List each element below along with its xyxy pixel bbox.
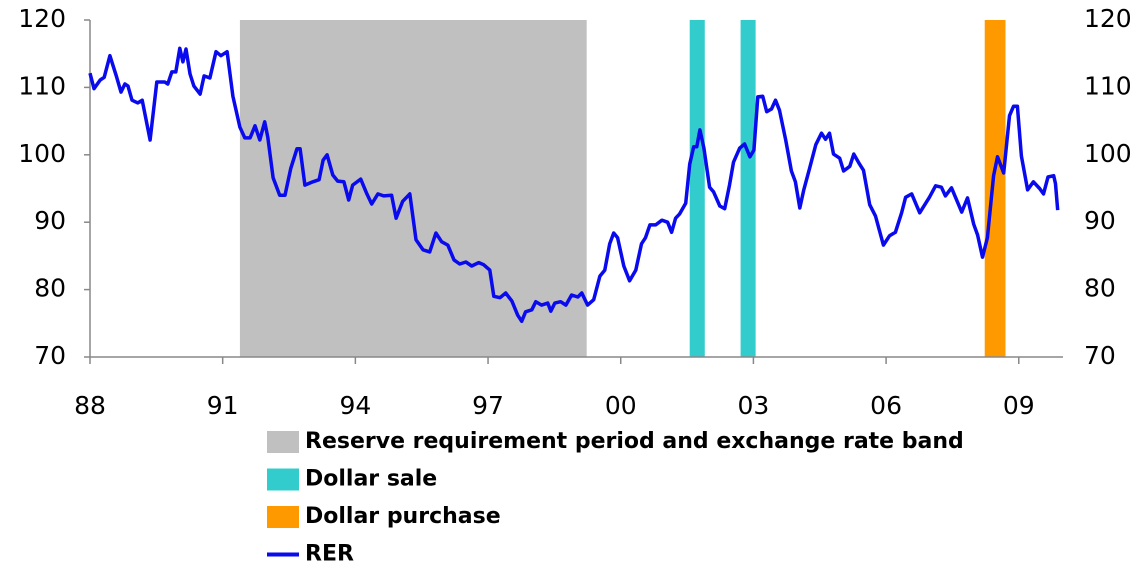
legend-label: RER <box>305 542 354 567</box>
legend-label: Reserve requirement period and exchange … <box>305 429 964 454</box>
x-tick-label: 00 <box>605 391 637 420</box>
x-tick-label: 94 <box>339 391 371 420</box>
x-tick-label: 03 <box>738 391 770 420</box>
x-tick-label: 09 <box>1003 391 1035 420</box>
shaded-band <box>740 20 756 357</box>
x-tick-label: 91 <box>207 391 239 420</box>
x-tick-label: 06 <box>870 391 902 420</box>
legend-swatch <box>267 431 299 453</box>
shaded-band <box>689 20 705 357</box>
y2-tick-label: 70 <box>1084 341 1116 370</box>
y2-tick-label: 100 <box>1084 139 1132 168</box>
y-tick-label: 90 <box>34 206 66 235</box>
y2-tick-label: 80 <box>1084 274 1116 303</box>
shaded-band <box>239 20 587 357</box>
legend-label: Dollar sale <box>305 467 437 492</box>
y-tick-label: 80 <box>34 274 66 303</box>
y-tick-label: 100 <box>18 139 66 168</box>
legend-label: Dollar purchase <box>305 504 501 529</box>
y2-tick-label: 120 <box>1084 4 1132 33</box>
legend-swatch <box>267 468 299 491</box>
y-tick-label: 110 <box>18 71 66 100</box>
rer-line <box>88 46 1060 324</box>
y2-tick-label: 110 <box>1084 71 1132 100</box>
y2-tick-label: 90 <box>1084 206 1116 235</box>
y-tick-label: 120 <box>18 4 66 33</box>
y-tick-label: 70 <box>34 341 66 370</box>
x-tick-label: 97 <box>472 391 504 420</box>
shaded-band <box>984 20 1006 357</box>
legend-swatch <box>267 506 299 528</box>
x-tick-label: 88 <box>74 391 106 420</box>
